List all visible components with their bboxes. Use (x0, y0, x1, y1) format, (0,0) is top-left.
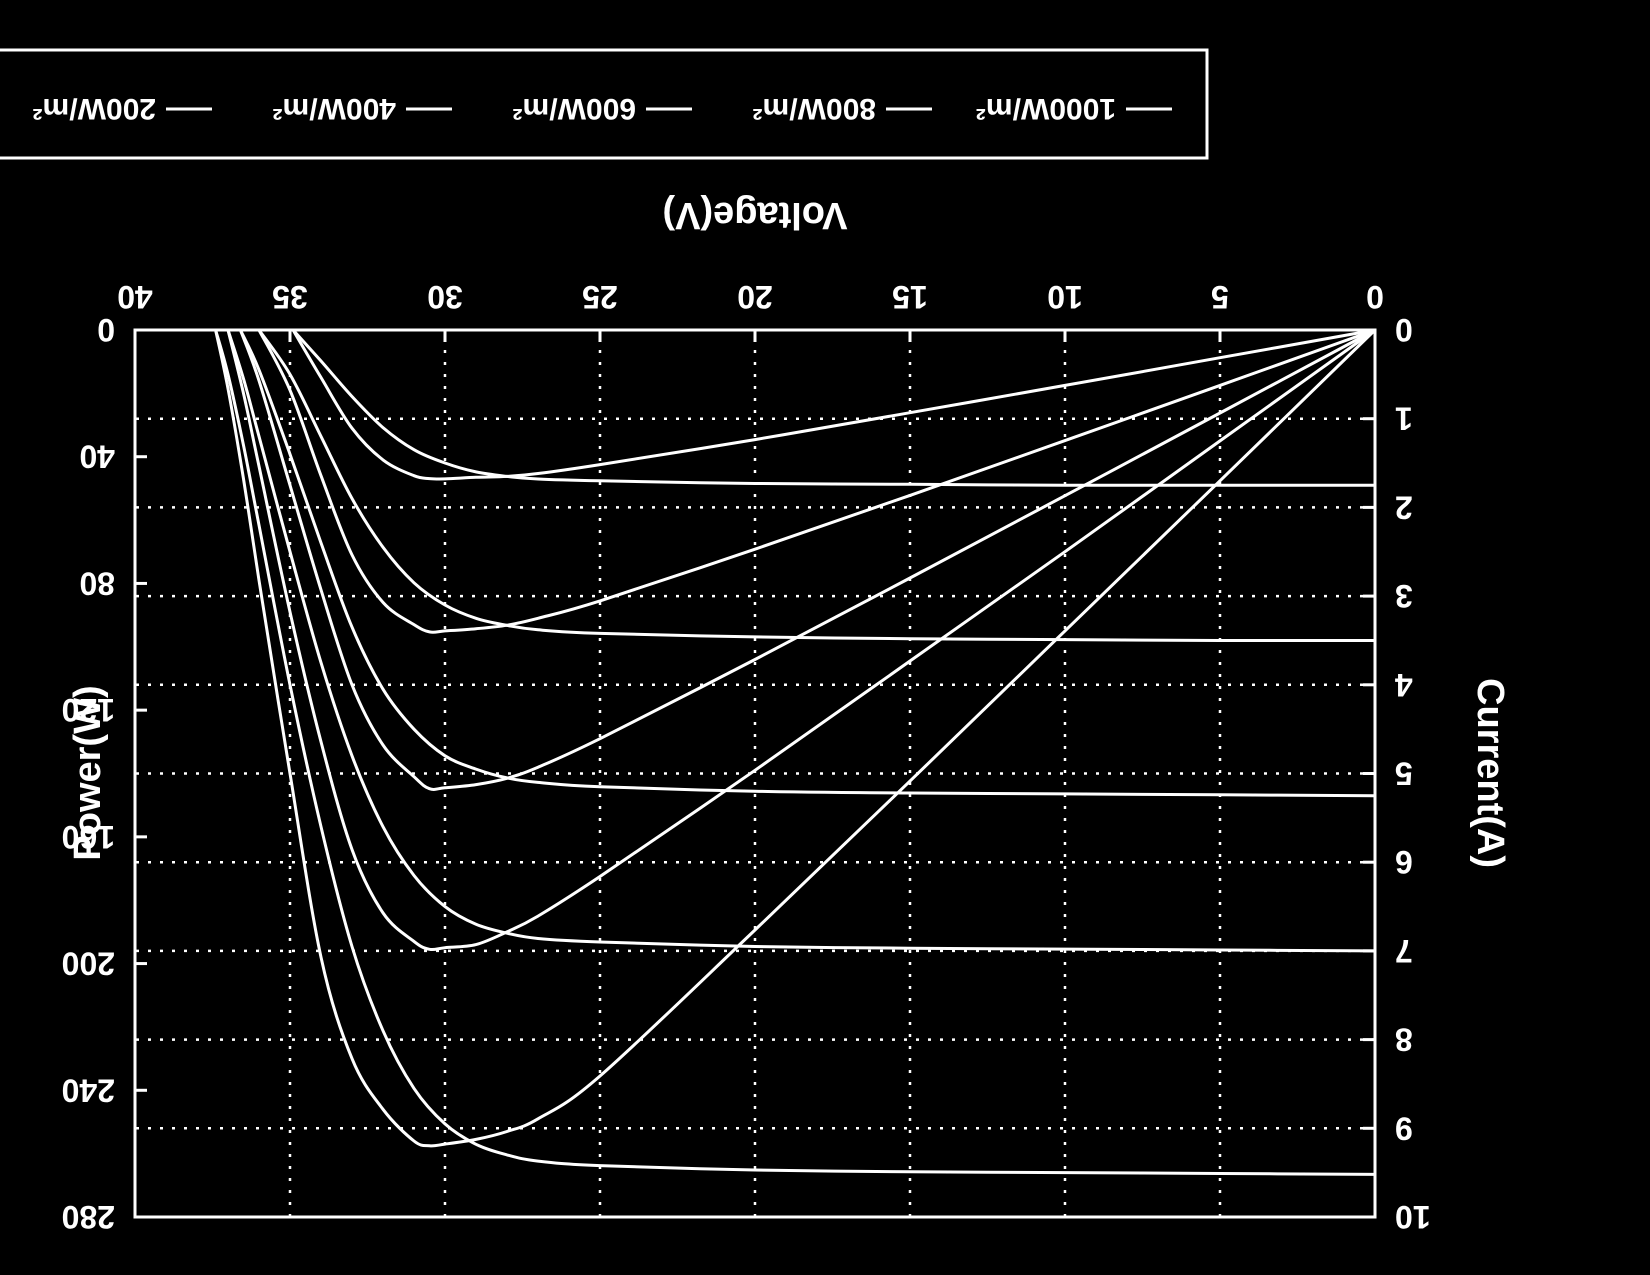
y-axis-ticks: 0 1 2 3 4 5 6 7 8 9 10 (1363, 312, 1431, 1235)
y2-axis-ticks: 0 40 80 120 160 200 240 280 (62, 312, 147, 1235)
x-tick-label: 30 (427, 279, 463, 315)
x-tick-label: 15 (892, 279, 928, 315)
curves (214, 328, 1377, 1176)
y2-tick-label: 120 (62, 692, 115, 728)
x-tick-label: 5 (1211, 279, 1229, 315)
pv-curve-2 (238, 328, 1376, 791)
y2-tick-label: 0 (97, 312, 115, 348)
legend-label: 200W/m² (33, 92, 156, 125)
legend-box (0, 48, 1209, 160)
y-tick-label: 4 (1395, 667, 1413, 703)
pv-curve-0 (214, 328, 1377, 1148)
y2-tick-label: 160 (62, 819, 115, 855)
legend-label: 600W/m² (513, 92, 636, 125)
iv-curve-0 (214, 329, 1376, 1176)
grid-lines (135, 330, 1375, 1217)
y-tick-label: 10 (1395, 1199, 1431, 1235)
y2-tick-label: 200 (62, 946, 115, 982)
iv-curve-1 (226, 329, 1376, 953)
legend: 1000W/m² 800W/m² 600W/m² 400W/m² 200W/m² (0, 48, 1209, 160)
x-tick-label: 25 (582, 279, 618, 315)
y-tick-label: 5 (1395, 756, 1413, 792)
y-tick-label: 1 (1395, 401, 1413, 437)
x-tick-label: 40 (117, 279, 153, 315)
x-tick-label: 0 (1366, 279, 1384, 315)
x-axis-title: Voltage(V) (662, 194, 847, 236)
pv-curve-3 (257, 328, 1376, 634)
legend-label: 800W/m² (753, 92, 876, 125)
iv-curve-4 (291, 329, 1375, 487)
x-tick-label: 35 (272, 279, 308, 315)
legend-label: 1000W/m² (976, 92, 1116, 125)
x-axis-ticks: 0 5 10 15 20 25 30 35 40 (117, 279, 1384, 342)
y-tick-label: 6 (1395, 844, 1413, 880)
legend-label: 400W/m² (273, 92, 396, 125)
legend-items: 1000W/m² 800W/m² 600W/m² 400W/m² 200W/m² (33, 92, 1172, 125)
y-tick-label: 2 (1395, 489, 1413, 525)
y2-tick-label: 80 (79, 565, 115, 601)
y2-axis-title: Power(W) (67, 685, 109, 860)
y2-tick-label: 40 (79, 439, 115, 475)
y2-tick-label: 280 (62, 1199, 115, 1235)
y-tick-label: 7 (1395, 933, 1413, 969)
y-tick-label: 8 (1395, 1022, 1413, 1058)
y-tick-label: 9 (1395, 1110, 1413, 1146)
y-tick-label: 0 (1395, 312, 1413, 348)
pv-curve-4 (291, 328, 1376, 481)
x-tick-label: 20 (737, 279, 773, 315)
y2-tick-label: 240 (62, 1072, 115, 1108)
x-tick-label: 10 (1047, 279, 1083, 315)
iv-curve-3 (257, 329, 1376, 643)
pv-curve-1 (226, 328, 1376, 952)
y-tick-label: 3 (1395, 578, 1413, 614)
y-axis-title: Current(A) (1469, 678, 1511, 868)
